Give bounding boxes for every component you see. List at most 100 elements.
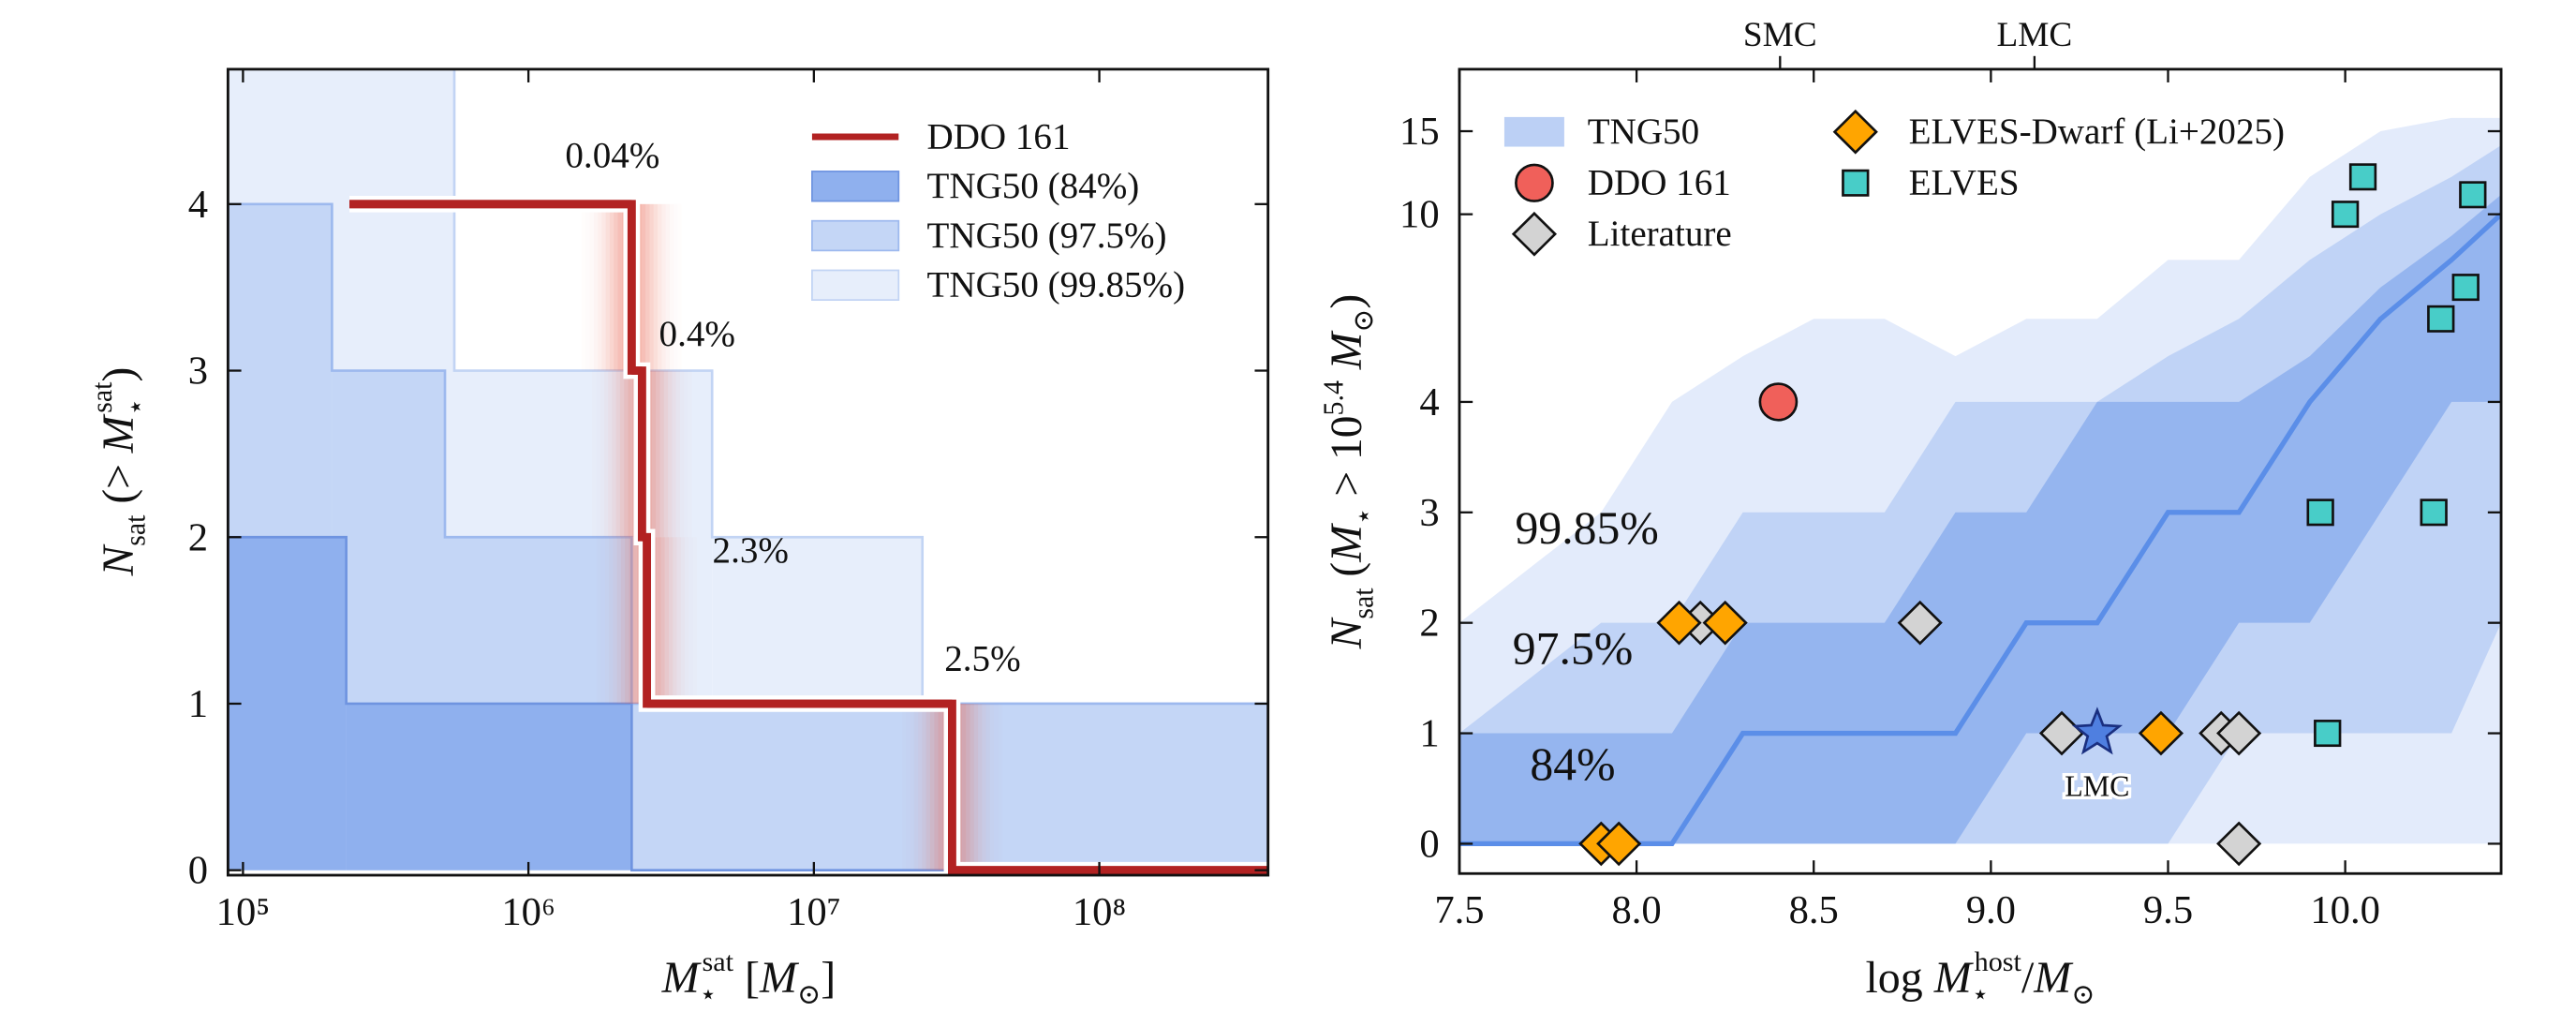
uncertainty-shade <box>685 537 689 704</box>
uncertainty-shade <box>934 703 939 871</box>
marker <box>2216 821 2262 867</box>
uncertainty-shade <box>669 203 674 371</box>
top-tick-label: SMC <box>1743 16 1817 54</box>
uncertainty-shade <box>656 370 660 538</box>
marker <box>2348 163 2377 191</box>
uncertainty-shade <box>664 537 670 704</box>
uncertainty-shade <box>688 537 692 704</box>
x-tick-label: 9.0 <box>1966 888 2016 932</box>
y-tick-label: 2 <box>1419 602 1439 646</box>
uncertainty-shade <box>628 370 632 538</box>
uncertainty-shade <box>653 203 659 371</box>
legend-label: TNG50 (84%) <box>927 166 1140 206</box>
marker <box>2071 707 2124 755</box>
y-tick-label: 1 <box>188 682 208 726</box>
legend-swatch <box>1503 116 1564 147</box>
uncertainty-shade <box>672 370 676 538</box>
uncertainty-shade <box>684 371 688 538</box>
axes-frame <box>1458 67 2503 875</box>
legend-swatch <box>811 171 900 202</box>
y-tick-label: 10 <box>1399 193 1440 237</box>
y-tick-label: 0 <box>1419 823 1439 867</box>
legend-swatch <box>811 219 900 252</box>
legend-label: ELVES-Dwarf (Li+2025) <box>1909 112 2285 152</box>
band-step <box>346 703 632 871</box>
y-tick-label: 0 <box>188 849 208 893</box>
uncertainty-shade <box>593 203 599 371</box>
band-label: 84% <box>1530 738 1615 790</box>
y-tick-label: 4 <box>188 183 208 227</box>
marker <box>1515 163 1554 202</box>
x-tick-label: 10⁶ <box>501 890 555 934</box>
uncertainty-shade <box>910 703 914 871</box>
uncertainty-shade <box>617 203 622 371</box>
uncertainty-shade <box>615 370 620 538</box>
legend-label: TNG50 <box>1588 112 1699 152</box>
uncertainty-shade <box>973 703 979 871</box>
uncertainty-shade <box>601 537 605 704</box>
x-tick-label: 8.5 <box>1789 888 1839 932</box>
uncertainty-shade <box>673 537 677 704</box>
legend-label: DDO 161 <box>1588 163 1731 203</box>
marker <box>2138 710 2184 756</box>
band-label: 97.5% <box>1513 623 1633 675</box>
uncertainty-shade <box>592 371 596 538</box>
band-step <box>228 537 347 871</box>
marker <box>1758 382 1799 422</box>
top-tick-label: LMC <box>1996 16 2072 54</box>
uncertainty-shade <box>642 203 646 371</box>
marker <box>2420 499 2448 527</box>
y-tick-label: 3 <box>1419 491 1439 535</box>
uncertainty-shade <box>989 703 995 871</box>
highlight-label: LMC <box>2065 770 2129 803</box>
marker <box>2451 274 2480 302</box>
marker <box>1842 169 1870 197</box>
legend-label: TNG50 (99.85%) <box>927 265 1186 305</box>
marker <box>1897 600 1943 646</box>
uncertainty-shade <box>645 203 650 371</box>
uncertainty-shade <box>970 703 974 871</box>
marker <box>2216 710 2262 756</box>
band-label: 99.85% <box>1515 502 1658 554</box>
uncertainty-shade <box>658 203 662 371</box>
uncertainty-shade <box>609 203 614 371</box>
x-tick-label: 7.5 <box>1434 888 1484 932</box>
x-axis-label: log M⋆host/M⊙ <box>1865 945 2095 1010</box>
uncertainty-shade <box>680 537 686 704</box>
uncertainty-shade <box>665 203 670 371</box>
uncertainty-shade <box>906 704 910 871</box>
uncertainty-shade <box>925 703 930 871</box>
uncertainty-shade <box>966 703 970 871</box>
y-tick-label: 1 <box>1419 712 1439 756</box>
uncertainty-shade <box>616 537 621 704</box>
right-panel: 99.85% 97.5% 84% LMC SMC LMC TNG50 DDO 161 Liter… <box>1399 16 2503 932</box>
marker <box>1702 600 1748 646</box>
plot-area <box>228 68 1268 876</box>
uncertainty-shade <box>624 370 629 538</box>
uncertainty-shade <box>929 703 935 871</box>
left-panel: 0.04% 0.4% 2.3% 2.5% DDO 161 TNG50 (84%) TNG50… <box>188 67 1270 934</box>
uncertainty-shade <box>985 703 990 871</box>
uncertainty-shade <box>585 204 589 371</box>
uncertainty-shade <box>693 537 697 704</box>
x-tick-label: 10⁸ <box>1073 890 1126 934</box>
uncertainty-shade <box>620 537 626 704</box>
legend-label: ELVES <box>1909 163 2020 203</box>
uncertainty-shade <box>603 370 609 538</box>
uncertainty-shade <box>994 704 998 871</box>
y-tick-label: 3 <box>188 350 208 394</box>
uncertainty-shade <box>922 703 926 871</box>
marker <box>1656 600 1702 646</box>
uncertainty-shade <box>962 703 967 871</box>
uncertainty-shade <box>597 537 600 704</box>
x-tick-label: 9.5 <box>2143 888 2193 932</box>
annotation: 2.5% <box>944 639 1020 679</box>
legend-label: DDO 161 <box>927 116 1071 156</box>
uncertainty-shade <box>688 371 691 538</box>
uncertainty-shade <box>601 203 606 371</box>
legend-label: Literature <box>1588 214 1732 254</box>
band-edge <box>228 535 1268 871</box>
uncertainty-shade <box>663 370 669 538</box>
marker <box>2427 305 2455 333</box>
